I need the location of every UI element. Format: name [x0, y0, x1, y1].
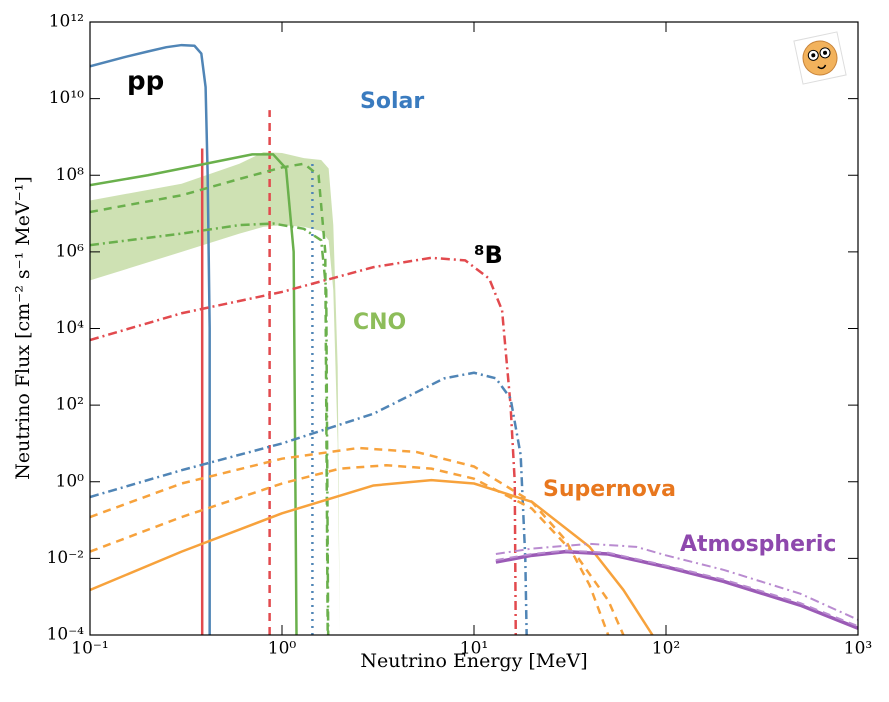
line [90, 463, 625, 635]
annotation: Atmospheric [680, 532, 836, 557]
x-tick-label: 10³ [844, 639, 872, 659]
line [90, 222, 330, 635]
annotation: ⁸B [474, 241, 503, 269]
x-tick-label: 10¹ [460, 639, 488, 659]
line [90, 478, 654, 635]
line [90, 256, 518, 635]
x-tick-label: 10² [652, 639, 680, 659]
line [495, 549, 858, 628]
plot-area [90, 43, 858, 635]
y-axis-label: Neutrino Flux [cm⁻² s⁻¹ MeV⁻¹] [12, 176, 34, 480]
line [90, 371, 528, 635]
annotation: CNO [353, 310, 406, 335]
annotation: Solar [360, 89, 424, 114]
y-tick-label: 10⁴ [56, 318, 85, 338]
y-tick-label: 10⁶ [56, 241, 85, 261]
line [90, 162, 329, 635]
line [495, 549, 858, 630]
y-tick-label: 10¹² [49, 12, 84, 32]
band [90, 152, 340, 635]
y-tick-label: 10⁻⁴ [47, 625, 85, 645]
line [495, 542, 858, 621]
y-tick-label: 10⁻² [47, 548, 84, 568]
annotation: Supernova [543, 477, 676, 502]
x-tick-label: 10⁻¹ [71, 639, 108, 659]
y-tick-label: 10¹⁰ [49, 88, 84, 108]
y-tick-label: 10⁰ [56, 471, 85, 491]
y-tick-label: 10² [56, 395, 84, 415]
logo-icon [793, 31, 847, 85]
line [90, 153, 298, 635]
line [90, 43, 211, 635]
y-tick-label: 10⁸ [56, 165, 85, 185]
annotation: pp [127, 67, 164, 97]
line [90, 446, 610, 635]
x-axis-label: Neutrino Energy [MeV] [360, 650, 587, 672]
x-tick-label: 10⁰ [268, 639, 297, 659]
